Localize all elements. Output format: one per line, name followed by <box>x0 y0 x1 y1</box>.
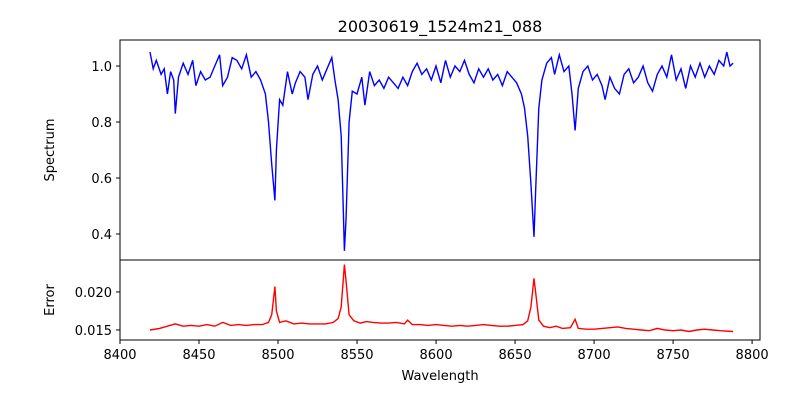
y-tick-label: 0.020 <box>75 286 112 301</box>
chart-title: 20030619_1524m21_088 <box>338 17 543 37</box>
x-tick-label: 8600 <box>420 348 453 363</box>
x-tick-label: 8450 <box>182 348 215 363</box>
x-tick-label: 8550 <box>340 348 373 363</box>
spectrum-y-label: Spectrum <box>43 119 58 182</box>
axes-frame <box>119 39 761 261</box>
y-tick-label: 0.6 <box>91 172 112 187</box>
x-tick-label: 8400 <box>103 348 136 363</box>
x-tick-label: 8650 <box>499 348 532 363</box>
y-tick-label: 0.4 <box>91 228 112 243</box>
error-axes: 0.015 0.020 8400 8450 8500 8550 8600 8650 8700 87… <box>75 259 769 363</box>
spectrum-axes: 0.4 0.6 0.8 1.0 <box>91 39 761 261</box>
spectrum-line <box>149 51 734 251</box>
x-tick-label: 8500 <box>261 348 294 363</box>
x-tick-label: 8700 <box>578 348 611 363</box>
y-tick-label: 0.015 <box>75 324 112 339</box>
y-tick-label: 0.8 <box>91 116 112 131</box>
error-line <box>149 264 734 333</box>
x-axis-label: Wavelength <box>401 369 478 384</box>
x-tick-label: 8800 <box>736 348 769 363</box>
axes-frame <box>119 259 761 341</box>
x-tick-label: 8750 <box>657 348 690 363</box>
y-tick-label: 1.0 <box>91 60 112 75</box>
error-y-label: Error <box>43 284 58 316</box>
